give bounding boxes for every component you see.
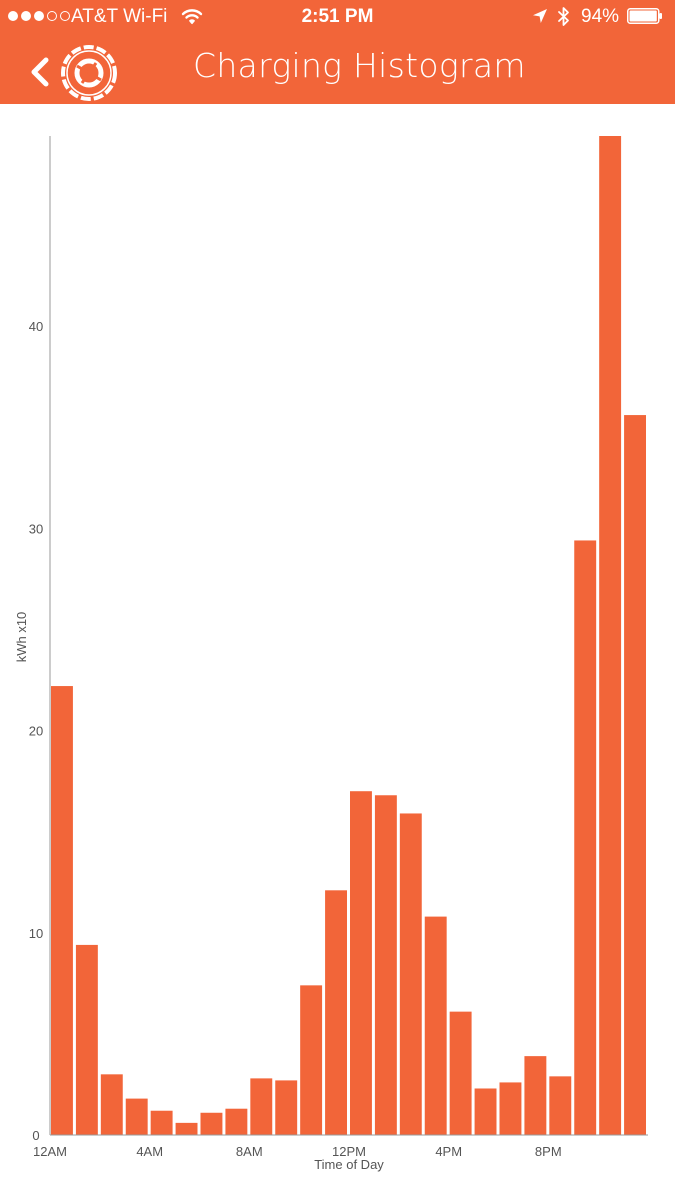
bar-11pm [624, 415, 646, 1135]
bar-7pm [524, 1056, 547, 1135]
page-title: Charging Histogram [193, 46, 526, 85]
x-axis-title: Time of Day [314, 1157, 384, 1172]
y-tick-label: 40 [29, 319, 43, 334]
bar-4pm [449, 1011, 472, 1135]
y-tick-label: 30 [29, 521, 43, 536]
bar-2pm [399, 813, 422, 1135]
bar-6am [200, 1112, 223, 1135]
status-time: 2:51 PM [301, 6, 374, 27]
signal-dot [47, 11, 57, 21]
bar-12am [51, 686, 73, 1135]
y-tick-label: 0 [32, 1128, 39, 1143]
x-tick-label: 4PM [435, 1144, 462, 1159]
x-axis-ticks: 12AM 4AM 8AM 12PM 4PM 8PM [33, 1144, 562, 1159]
bar-7am [225, 1108, 248, 1135]
bar-8am [250, 1078, 273, 1135]
signal-dot [60, 11, 70, 21]
bar-9am [275, 1080, 298, 1135]
wifi-icon [181, 7, 203, 31]
tire-logo-icon [60, 44, 118, 107]
bar-10am [300, 985, 323, 1135]
bar-1am [75, 944, 98, 1135]
battery-icon [627, 8, 662, 24]
x-tick-label: 4AM [136, 1144, 163, 1159]
bar-3pm [424, 916, 447, 1135]
carrier-label: AT&T Wi-Fi [71, 6, 168, 27]
y-tick-label: 20 [29, 724, 43, 739]
bar-12pm [350, 791, 372, 1135]
signal-dot [8, 11, 18, 21]
back-button[interactable] [28, 45, 124, 101]
battery-percentage: 94% [581, 6, 620, 27]
bar-11am [325, 890, 347, 1135]
navigation-bar: Charging Histogram [0, 34, 675, 104]
x-tick-label: 8PM [535, 1144, 562, 1159]
bar-8pm [549, 1076, 572, 1135]
bar-4am [150, 1110, 173, 1135]
bluetooth-icon [557, 6, 571, 33]
signal-dot [21, 11, 31, 21]
bars [51, 136, 646, 1135]
bar-3am [125, 1098, 148, 1135]
bar-5am [175, 1122, 198, 1135]
bar-10pm [599, 136, 622, 1135]
location-arrow-icon [532, 8, 548, 30]
header-bar: AT&T Wi-Fi 2:51 PM 94% [0, 0, 675, 104]
signal-dot [34, 11, 44, 21]
chevron-left-icon [28, 56, 52, 93]
y-axis-title: kWh x10 [14, 612, 29, 663]
status-bar: AT&T Wi-Fi 2:51 PM 94% [0, 0, 675, 34]
charging-histogram-chart: 0 10 20 30 40 12AM 4AM 8AM 12PM 4PM 8PM Time of D… [14, 136, 648, 1172]
x-tick-label: 12PM [332, 1144, 366, 1159]
bar-5pm [474, 1088, 497, 1135]
bar-6pm [499, 1082, 522, 1135]
x-tick-label: 12AM [33, 1144, 67, 1159]
bar-9pm [574, 540, 597, 1135]
bar-2am [100, 1074, 123, 1135]
bar-1pm [374, 795, 397, 1135]
y-axis-ticks: 0 10 20 30 40 [29, 319, 43, 1143]
x-tick-label: 8AM [236, 1144, 263, 1159]
signal-strength-indicator [8, 11, 70, 21]
y-tick-label: 10 [29, 926, 43, 941]
